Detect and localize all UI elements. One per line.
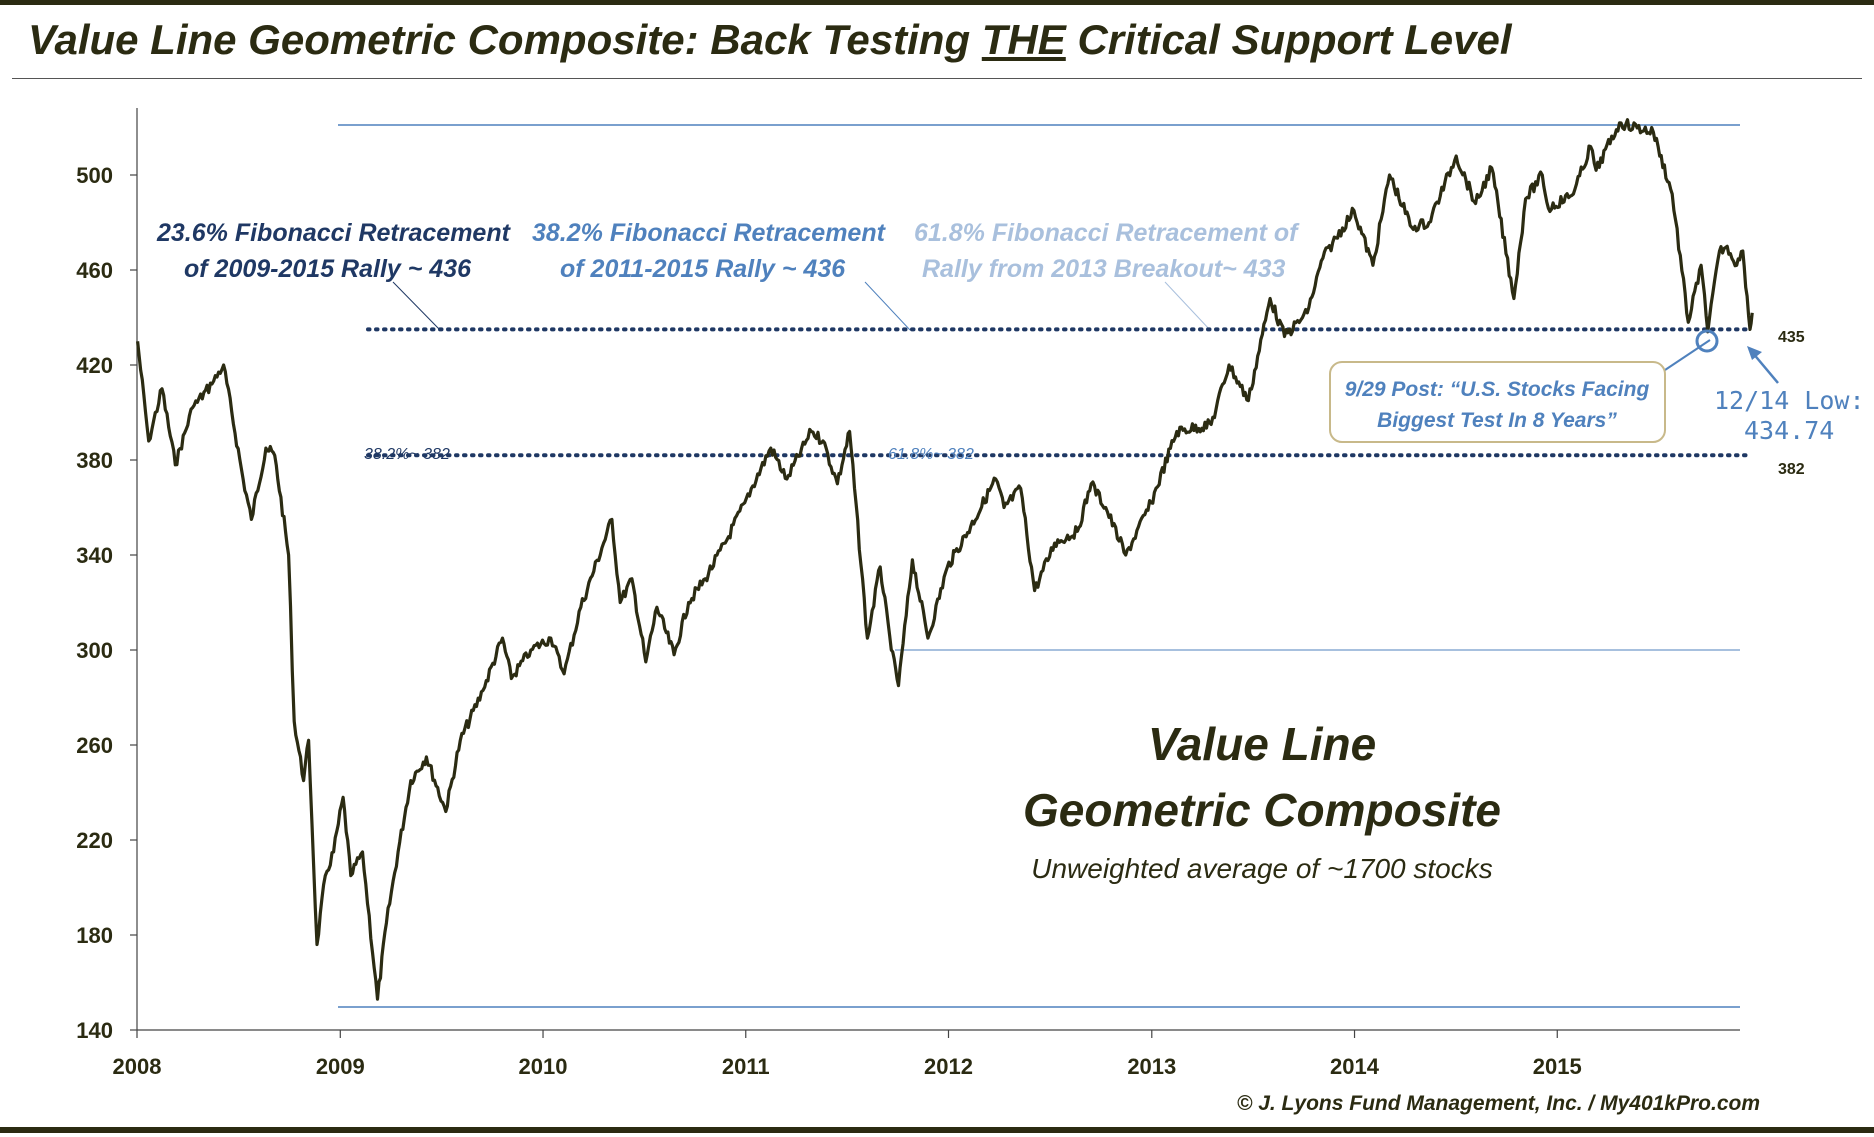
post-callout-box	[1329, 361, 1666, 443]
center-subtitle: Unweighted average of ~1700 stocks	[1031, 853, 1493, 884]
bottom-border	[0, 1127, 1874, 1133]
center-title-line1: Value Line	[1148, 718, 1376, 770]
fib382-left-label: 38.2%~ 382	[364, 446, 450, 463]
fib1-label-line1: 23.6% Fibonacci Retracement	[156, 219, 512, 247]
chart-title: Value Line Geometric Composite: Back Tes…	[28, 16, 1512, 63]
fib3-label-line2: Rally from 2013 Breakout~ 433	[922, 255, 1285, 283]
low-text-line2: 434.74	[1744, 416, 1834, 445]
x-tick-label: 2008	[113, 1054, 162, 1079]
y-tick-label: 300	[76, 638, 113, 663]
x-tick-label: 2015	[1533, 1054, 1582, 1079]
x-tick-label: 2013	[1127, 1054, 1176, 1079]
post-marker	[1695, 329, 1719, 353]
price-series-line	[136, 118, 1754, 1001]
fib3-leader	[1164, 281, 1211, 331]
y-tick-label: 260	[76, 733, 113, 758]
x-tick-label: 2012	[924, 1054, 973, 1079]
series-layer	[136, 118, 1754, 1001]
credit-text: © J. Lyons Fund Management, Inc. / My401…	[1237, 1092, 1760, 1115]
x-tick-label: 2009	[316, 1054, 365, 1079]
top-border	[0, 0, 1874, 5]
reference-lines	[366, 327, 1750, 458]
y-tick-label: 460	[76, 258, 113, 283]
low-text-line1: 12/14 Low:	[1714, 386, 1865, 415]
post-text-line2: Biggest Test In 8 Years”	[1377, 409, 1617, 432]
low-arrow-shaft	[1751, 351, 1779, 384]
y-tick-label: 220	[76, 828, 113, 853]
title-divider	[12, 78, 1862, 79]
tick-layer: 140 180 220 260 300 340 380 420 460 500 2008 2009 20…	[76, 163, 1581, 1079]
fib3-label-line1: 61.8% Fibonacci Retracement of	[914, 219, 1300, 247]
post-leader	[1661, 339, 1711, 373]
y-tick-label: 140	[76, 1018, 113, 1043]
y-tick-label: 420	[76, 353, 113, 378]
x-tick-label: 2014	[1330, 1054, 1380, 1079]
x-tick-label: 2011	[722, 1054, 770, 1079]
y-tick-label: 380	[76, 448, 113, 473]
y-tick-label: 180	[76, 923, 113, 948]
fib2-label-line1: 38.2% Fibonacci Retracement	[532, 219, 887, 247]
x-tick-label: 2010	[519, 1054, 568, 1079]
fib1-leader	[392, 281, 441, 331]
fib1-label-line2: of 2009-2015 Rally ~ 436	[184, 255, 472, 283]
fib2-label-line2: of 2011-2015 Rally ~ 436	[560, 255, 846, 283]
fib2-leader	[864, 281, 911, 331]
level-382-label: 382	[1778, 461, 1805, 478]
y-tick-label: 500	[76, 163, 113, 188]
low-arrow-head	[1747, 346, 1762, 360]
post-text-line1: 9/29 Post: “U.S. Stocks Facing	[1345, 378, 1650, 401]
fib382-mid-label: 61.8%~ 382	[888, 446, 974, 463]
y-tick-label: 340	[76, 543, 113, 568]
level-435-label: 435	[1778, 329, 1805, 346]
center-title-line2: Geometric Composite	[1023, 784, 1501, 836]
